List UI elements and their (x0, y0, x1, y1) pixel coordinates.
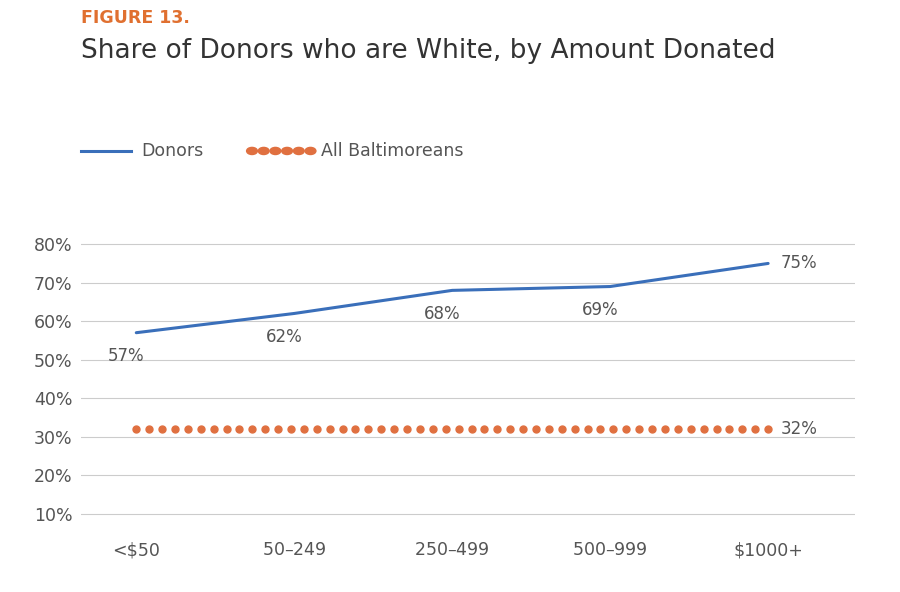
Text: FIGURE 13.: FIGURE 13. (81, 9, 190, 27)
Text: 68%: 68% (424, 305, 461, 323)
Text: 75%: 75% (781, 255, 817, 272)
Text: 57%: 57% (108, 348, 145, 365)
Text: Donors: Donors (141, 142, 203, 160)
Text: All Baltimoreans: All Baltimoreans (321, 142, 464, 160)
Text: 69%: 69% (581, 301, 618, 319)
Text: 62%: 62% (266, 328, 302, 346)
Text: 32%: 32% (781, 420, 817, 438)
Text: Share of Donors who are White, by Amount Donated: Share of Donors who are White, by Amount… (81, 38, 776, 65)
